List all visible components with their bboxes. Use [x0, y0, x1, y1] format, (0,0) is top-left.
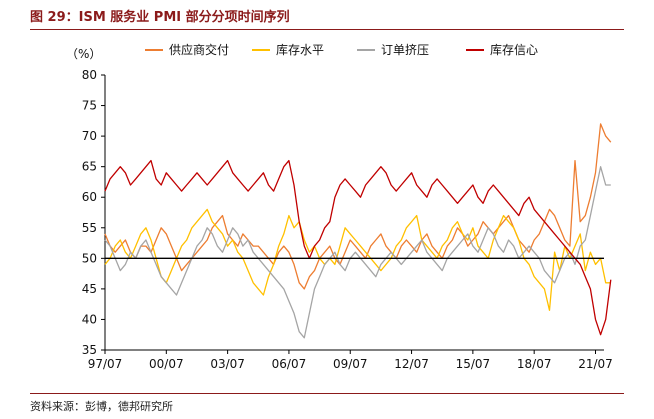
y-tick-label: 65 — [82, 160, 97, 174]
y-tick-label: 80 — [82, 68, 97, 82]
x-tick-label: 18/07 — [517, 357, 552, 371]
y-tick-label: 60 — [82, 190, 97, 204]
series-line-backlog — [104, 166, 611, 339]
x-tick-label: 15/07 — [456, 357, 491, 371]
y-tick-label: 45 — [82, 282, 97, 296]
legend-label-sentiment: 库存信心 — [490, 42, 538, 57]
y-tick-label: 50 — [82, 251, 97, 265]
series-line-sentiment — [104, 159, 612, 336]
x-axis: 97/07 00/07 03/07 06/07 09/07 12/07 15/07 18/07… — [88, 349, 613, 371]
x-tick-label: 97/07 — [88, 357, 123, 371]
y-unit-label: （%） — [66, 47, 101, 61]
legend-label-supplier: 供应商交付 — [169, 42, 229, 57]
plot-area — [104, 123, 612, 339]
x-tick-label: 06/07 — [272, 357, 307, 371]
legend: 供应商交付 库存水平 订单挤压 库存信心 — [145, 42, 538, 57]
x-tick-label: 03/07 — [210, 357, 245, 371]
y-tick-label: 40 — [82, 312, 97, 326]
x-tick-label: 21/07 — [578, 357, 613, 371]
y-tick-label: 70 — [82, 129, 97, 143]
y-axis: （%） 35 40 45 50 55 60 65 70 75 80 — [66, 47, 106, 357]
y-tick-label: 35 — [82, 343, 97, 357]
y-tick-label: 75 — [82, 99, 97, 113]
figure-title: 图 29：ISM 服务业 PMI 部分分项时间序列 — [30, 10, 290, 25]
x-tick-label: 12/07 — [394, 357, 429, 371]
title-rule — [30, 29, 624, 30]
y-tick-label: 55 — [82, 221, 97, 235]
source-rule — [30, 393, 624, 394]
series-line-inventory — [104, 208, 611, 311]
x-tick-label: 09/07 — [333, 357, 368, 371]
x-tick-label: 00/07 — [149, 357, 184, 371]
source-note: 资料来源：彭博，德邦研究所 — [30, 400, 173, 413]
legend-label-backlog: 订单挤压 — [381, 42, 429, 57]
series-line-supplier — [104, 123, 612, 290]
legend-label-inventory: 库存水平 — [276, 42, 324, 57]
